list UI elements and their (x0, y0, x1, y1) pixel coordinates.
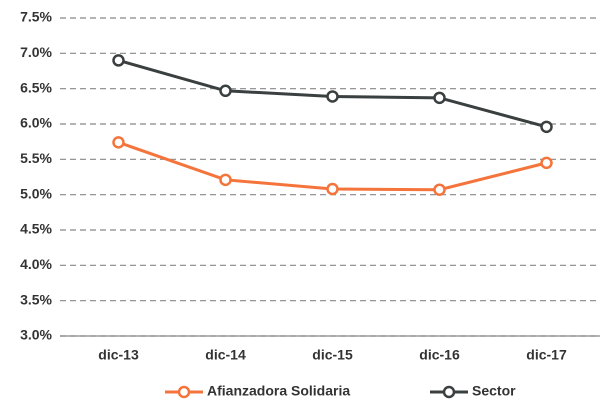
point (219, 173, 232, 187)
x-tick-label: dic-15 (312, 347, 353, 363)
x-tick-label: dic-16 (419, 347, 460, 363)
y-tick-label: 3.5% (20, 291, 52, 307)
y-tick-label: 7.5% (20, 9, 52, 25)
point (540, 156, 553, 170)
y-tick-label: 3.0% (20, 327, 52, 343)
series-line (118, 140, 547, 192)
y-tick-label: 5.5% (20, 150, 52, 166)
point (540, 120, 553, 134)
legend-label: Sector (472, 383, 516, 399)
point (219, 84, 232, 98)
point (326, 182, 339, 196)
legend-marker (177, 385, 191, 399)
point (112, 136, 125, 149)
y-tick-label: 4.5% (20, 221, 52, 237)
legend-label: Afianzadora Solidaria (207, 383, 350, 399)
x-tick-label: dic-14 (205, 347, 246, 363)
y-tick-label: 6.5% (20, 79, 52, 95)
point (433, 91, 446, 105)
y-tick-label: 7.0% (20, 44, 52, 60)
y-tick-label: 4.0% (20, 256, 52, 272)
y-tick-label: 5.0% (20, 185, 52, 201)
y-tick-label: 6.0% (20, 115, 52, 131)
point (112, 54, 125, 67)
legend-marker (442, 385, 456, 399)
point (326, 90, 339, 103)
x-tick-label: dic-13 (98, 347, 139, 363)
x-tick-label: dic-17 (526, 347, 567, 363)
point (433, 183, 446, 196)
